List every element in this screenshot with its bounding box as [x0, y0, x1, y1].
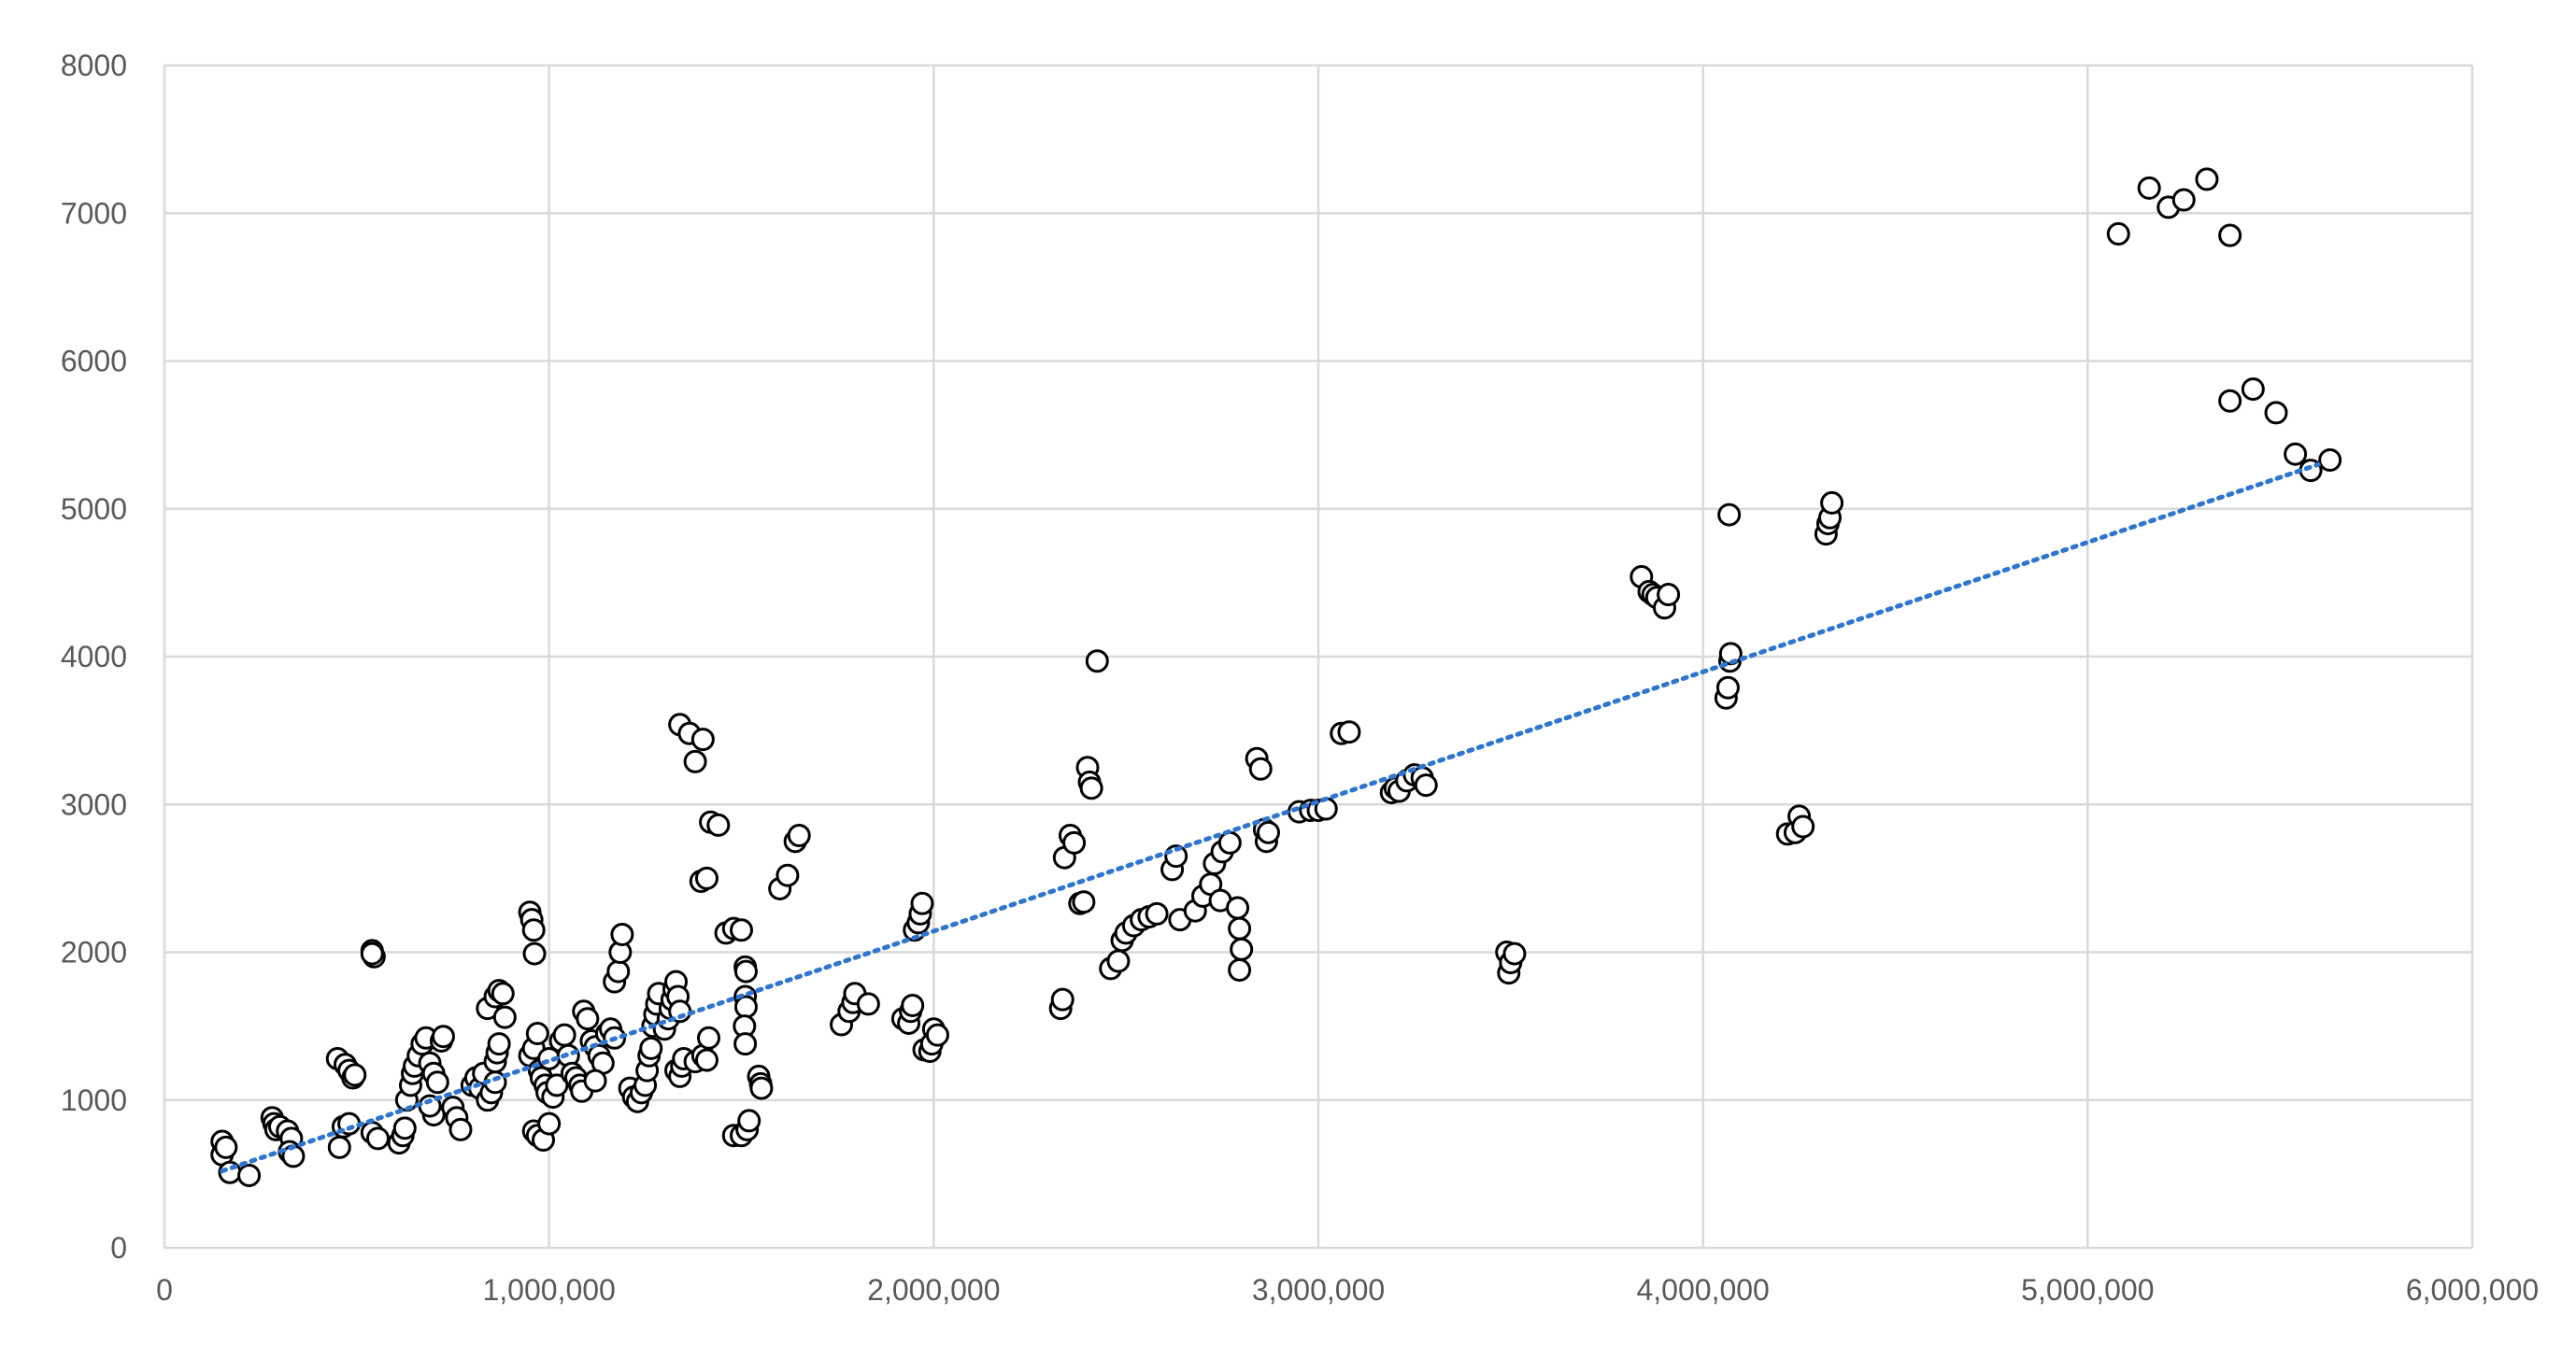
- data-point: [901, 993, 925, 1017]
- data-point: [1226, 896, 1250, 920]
- y-tick-label: 5000: [61, 492, 127, 526]
- y-tick-label: 1000: [61, 1083, 127, 1117]
- y-tick-label: 0: [110, 1231, 127, 1265]
- data-point: [610, 923, 634, 947]
- data-point: [343, 1063, 367, 1087]
- gridlines: [163, 64, 2474, 1250]
- data-point: [1228, 957, 1252, 982]
- data-point: [392, 1116, 417, 1140]
- data-point: [2106, 221, 2130, 246]
- data-point: [1106, 949, 1131, 973]
- data-point: [2264, 401, 2288, 425]
- y-tick-label: 8000: [61, 49, 127, 82]
- data-point: [910, 891, 934, 915]
- data-point: [925, 1023, 949, 1047]
- data-point: [522, 941, 547, 966]
- data-point: [694, 866, 719, 890]
- x-tick-label: 6,000,000: [2406, 1273, 2539, 1307]
- data-point: [683, 749, 707, 773]
- data-point: [690, 728, 715, 752]
- data-point: [2318, 448, 2342, 473]
- data-point: [2137, 176, 2161, 200]
- tick-labels: 0 1000 2000 3000 4000 5000 6000 7000 8000 0 1,000,…: [61, 49, 2539, 1307]
- data-point: [697, 1026, 721, 1050]
- data-point: [1072, 890, 1096, 914]
- data-point: [706, 813, 731, 837]
- data-point: [737, 1109, 761, 1133]
- data-point: [730, 918, 753, 942]
- data-point: [2218, 223, 2242, 248]
- data-point: [237, 1163, 262, 1187]
- data-point: [214, 1135, 238, 1159]
- y-tick-label: 6000: [61, 345, 127, 378]
- data-point: [2284, 442, 2308, 466]
- data-point: [1502, 941, 1527, 966]
- trendline: [220, 461, 2321, 1174]
- data-point: [365, 1126, 390, 1151]
- data-point: [491, 982, 515, 1006]
- y-tick-label: 7000: [61, 196, 127, 230]
- data-point: [448, 1117, 473, 1141]
- data-point: [327, 1135, 351, 1159]
- data-point: [360, 941, 384, 966]
- data-point: [1414, 773, 1438, 798]
- data-point: [525, 1022, 549, 1046]
- data-point: [749, 1076, 774, 1100]
- data-point: [2195, 167, 2219, 191]
- data-point: [1050, 987, 1075, 1012]
- data-point: [1062, 830, 1087, 855]
- data-point: [1085, 649, 1109, 673]
- data-point: [2241, 377, 2265, 402]
- data-point: [431, 1025, 455, 1049]
- data-point: [1791, 814, 1815, 839]
- data-point: [521, 918, 546, 942]
- data-point: [1657, 583, 1681, 607]
- data-point: [425, 1070, 449, 1095]
- data-point: [537, 1111, 562, 1136]
- data-point: [576, 1007, 600, 1031]
- data-point: [1715, 675, 1740, 700]
- data-point: [583, 1069, 607, 1093]
- data-point: [1256, 820, 1280, 844]
- x-tick-label: 4,000,000: [1636, 1273, 1769, 1307]
- data-point: [1079, 776, 1103, 800]
- data-point: [776, 863, 800, 887]
- x-tick-label: 2,000,000: [867, 1273, 1000, 1307]
- y-tick-label: 2000: [61, 936, 127, 970]
- data-point: [2218, 389, 2242, 413]
- data-point: [733, 959, 758, 984]
- data-point: [1337, 720, 1361, 744]
- data-point: [2171, 188, 2196, 212]
- data-point: [1217, 830, 1242, 855]
- data-point: [492, 1005, 517, 1029]
- data-points: [210, 167, 2342, 1187]
- data-point: [1230, 937, 1254, 961]
- trendline-layer: [220, 461, 2321, 1174]
- data-point: [1228, 916, 1252, 941]
- y-tick-label: 3000: [61, 787, 127, 821]
- data-point: [639, 1036, 663, 1060]
- data-point: [733, 1032, 758, 1056]
- data-point: [1717, 503, 1742, 527]
- data-point: [787, 823, 811, 847]
- data-point: [1820, 490, 1844, 515]
- x-tick-label: 0: [156, 1273, 173, 1307]
- x-tick-label: 3,000,000: [1252, 1273, 1385, 1307]
- data-point: [733, 995, 758, 1019]
- data-point: [1145, 901, 1169, 926]
- data-point: [487, 1032, 511, 1056]
- x-tick-label: 5,000,000: [2021, 1273, 2154, 1307]
- data-point: [856, 992, 880, 1016]
- x-tick-label: 1,000,000: [482, 1273, 615, 1307]
- data-point: [552, 1023, 576, 1047]
- data-point: [606, 959, 631, 984]
- data-point: [1314, 797, 1338, 821]
- data-point: [1248, 757, 1273, 781]
- y-tick-label: 4000: [61, 640, 127, 673]
- data-point: [694, 1048, 719, 1072]
